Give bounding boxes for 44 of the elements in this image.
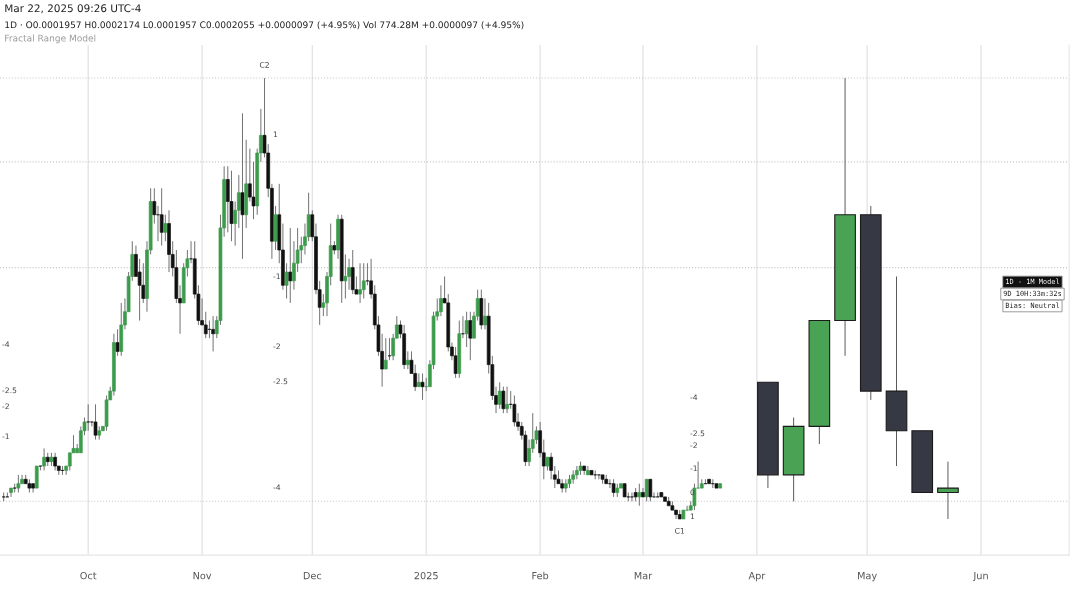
candlestick bbox=[674, 509, 678, 520]
candlestick bbox=[420, 373, 425, 401]
candlestick bbox=[115, 328, 120, 357]
x-tick-label: May bbox=[858, 572, 877, 582]
candlestick bbox=[439, 284, 443, 317]
candlestick bbox=[641, 487, 645, 498]
candlestick bbox=[211, 315, 215, 352]
candlestick bbox=[597, 474, 601, 480]
candlestick bbox=[937, 461, 959, 520]
candlestick bbox=[630, 492, 634, 502]
candlestick bbox=[163, 214, 168, 242]
candlestick bbox=[512, 395, 517, 427]
text: Mar 22, 2025 09:26 UTC-4 bbox=[5, 4, 141, 14]
candlestick bbox=[1, 492, 6, 502]
candlestick bbox=[86, 403, 90, 432]
candlestick bbox=[483, 298, 487, 330]
candlestick bbox=[468, 311, 473, 361]
candlestick bbox=[159, 187, 164, 247]
x-tick-label: Nov bbox=[193, 572, 212, 580]
candlestick bbox=[203, 311, 208, 339]
candlestick bbox=[453, 346, 458, 379]
candlestick bbox=[497, 381, 502, 410]
candlestick bbox=[361, 262, 366, 299]
candlestick bbox=[505, 386, 509, 414]
text: 1D · O0.0001957 H0.0002174 L0.0001957 C0.0002055 +0.0000097 (+4.95%) Vol 774.28M +0.0000097 (+4.95%) bbox=[5, 21, 524, 30]
x-tick-label: Mar bbox=[634, 572, 653, 580]
candlestick bbox=[229, 170, 234, 242]
candlestick bbox=[137, 258, 142, 321]
text: Fractal Range Model bbox=[5, 34, 96, 44]
candlestick bbox=[648, 478, 653, 502]
candlestick bbox=[575, 465, 579, 480]
candlestick bbox=[9, 487, 13, 498]
candlestick bbox=[343, 254, 348, 299]
x-tick-label: Jun bbox=[972, 572, 988, 582]
x-tick-label: Dec bbox=[303, 572, 322, 580]
candlestick bbox=[501, 386, 506, 414]
candlestick bbox=[413, 364, 418, 392]
x-tick-label: Feb bbox=[532, 571, 549, 580]
x-tick-label: Apr bbox=[748, 572, 766, 582]
x-tick-label: 2025 bbox=[414, 571, 438, 580]
x-tick-label: Oct bbox=[80, 571, 97, 580]
candlestick bbox=[288, 227, 293, 304]
candlestick bbox=[5, 492, 10, 498]
candlestick bbox=[383, 337, 388, 370]
